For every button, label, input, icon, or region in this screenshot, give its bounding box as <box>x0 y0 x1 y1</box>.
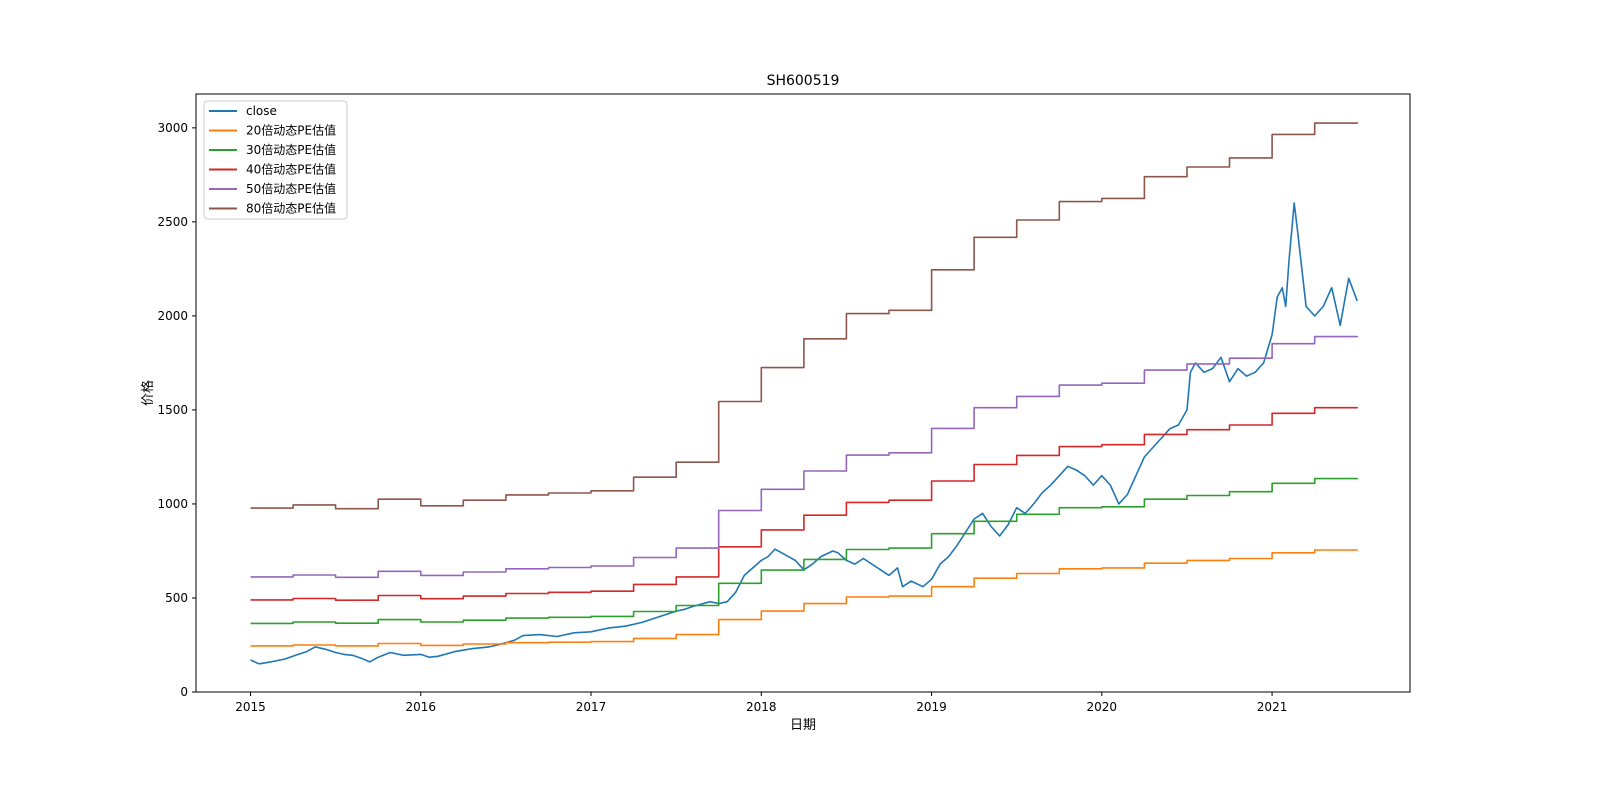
y-tick-label: 2500 <box>157 215 188 229</box>
y-tick-label: 0 <box>180 685 188 699</box>
legend: close 20倍动态PE估值 30倍动态PE估值 40倍动态PE估值 50倍动态PE估… <box>203 100 348 220</box>
y-tick-label: 2000 <box>157 309 188 323</box>
legend-label: close <box>246 104 277 118</box>
x-tick-label: 2020 <box>1087 700 1118 714</box>
series-layer <box>250 122 1358 665</box>
y-tick-label: 1500 <box>157 403 188 417</box>
plot-frame <box>195 93 1411 693</box>
legend-label: 80倍动态PE估值 <box>246 201 336 216</box>
legend-label: 30倍动态PE估值 <box>246 142 336 157</box>
x-axis-title: 日期 <box>790 718 816 733</box>
legend-label: 20倍动态PE估值 <box>246 123 336 138</box>
legend-label: 40倍动态PE估值 <box>246 162 336 177</box>
chart-title: SH600519 <box>767 73 840 89</box>
y-tick-label: 500 <box>165 591 188 605</box>
y-axis-title: 价格 <box>140 380 156 406</box>
series-1-line <box>250 549 1358 647</box>
series-0-line <box>250 202 1358 665</box>
x-tick-label: 2016 <box>405 700 436 714</box>
series-3-line <box>250 406 1358 601</box>
series-5-line <box>250 122 1358 510</box>
x-tick-label: 2021 <box>1257 700 1288 714</box>
x-tick-label: 2019 <box>916 700 947 714</box>
y-axis: 0 500 1000 1500 2000 2500 3000 <box>157 121 196 699</box>
legend-label: 50倍动态PE估值 <box>246 181 336 196</box>
x-tick-label: 2015 <box>235 700 266 714</box>
y-tick-label: 3000 <box>157 121 188 135</box>
series-4-line <box>250 335 1358 579</box>
x-tick-label: 2017 <box>576 700 607 714</box>
y-tick-label: 1000 <box>157 497 188 511</box>
x-axis: 2015 2016 2017 2018 2019 2020 2021 <box>235 692 1287 714</box>
x-tick-label: 2018 <box>746 700 777 714</box>
legend-frame <box>203 100 348 220</box>
series-2-line <box>250 477 1358 625</box>
